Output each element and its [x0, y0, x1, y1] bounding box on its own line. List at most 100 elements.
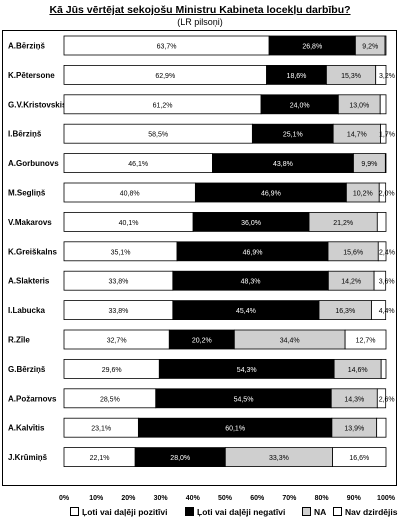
category-label: A.Gorbunovs	[8, 159, 59, 168]
legend-item-positive: Ļoti vai daļēji pozitīvi	[70, 507, 168, 517]
data-label: 13,0%	[349, 102, 369, 109]
category-label: I.Bērziņš	[8, 130, 42, 139]
data-label: 2,0%	[379, 191, 395, 198]
legend-label-not-heard: Nav dzirdējis	[345, 507, 398, 517]
chart-frame	[2, 30, 397, 486]
data-label: 3,2%	[379, 73, 395, 80]
bar-segment-s3	[332, 447, 387, 468]
data-label: 10,2%	[353, 191, 373, 198]
data-label: 33,3%	[269, 455, 289, 462]
data-label: 12,7%	[356, 338, 376, 345]
data-label: 46,1%	[128, 161, 148, 168]
legend-label-positive: Ļoti vai daļēji pozitīvi	[82, 507, 168, 517]
x-tick-label: 100%	[377, 495, 396, 502]
legend-swatch-negative	[185, 507, 194, 516]
data-label: 16,6%	[349, 455, 369, 462]
chart-legend: Ļoti vai daļēji pozitīvi Ļoti vai daļēji…	[0, 506, 400, 519]
data-label: 16,3%	[335, 308, 355, 315]
bar-segment-s3	[375, 65, 387, 85]
x-tick-label: 50%	[218, 495, 233, 502]
data-label: 28,0%	[170, 455, 190, 462]
bar-segment-s3	[376, 417, 387, 438]
category-label: G.V.Kristovskis	[8, 100, 67, 109]
bar-segment-s3	[378, 182, 387, 203]
data-label: 9,9%	[361, 161, 377, 168]
legend-label-negative: Ļoti vai daļēji negatīvi	[197, 507, 286, 517]
legend-swatch-na	[302, 507, 311, 516]
data-label: 34,4%	[280, 338, 300, 345]
x-tick-label: 80%	[315, 495, 330, 502]
data-label: 36,0%	[241, 220, 261, 227]
data-label: 1,7%	[379, 132, 395, 139]
data-label: 23,1%	[91, 426, 111, 433]
data-label: 54,5%	[234, 396, 254, 403]
legend-swatch-positive	[70, 507, 79, 516]
x-tick-label: 0%	[59, 495, 70, 502]
data-label: 18,6%	[287, 73, 307, 80]
data-label: 40,8%	[120, 191, 140, 198]
data-label: 32,7%	[107, 338, 127, 345]
data-label: 4,4%	[379, 308, 395, 315]
data-label: 15,3%	[341, 73, 361, 80]
data-label: 63,7%	[157, 44, 177, 51]
legend-item-na: NA	[302, 507, 326, 517]
bar-segment-s3	[376, 388, 387, 409]
data-label: 33,8%	[108, 308, 128, 315]
x-tick-label: 70%	[282, 495, 297, 502]
data-label: 25,1%	[283, 132, 303, 139]
x-tick-label: 90%	[347, 495, 362, 502]
category-label: I.Labucka	[8, 306, 45, 315]
category-label: V.Makarovs	[8, 218, 52, 227]
x-tick-label: 10%	[89, 495, 104, 502]
category-label: K.Greiškalns	[8, 247, 57, 256]
bar-segment-s3	[377, 241, 387, 262]
data-label: 9,2%	[362, 44, 378, 51]
bar-segment-s3	[384, 153, 387, 174]
data-label: 22,1%	[90, 455, 110, 462]
category-label: J.Krūmiņš	[8, 453, 48, 462]
category-label: M.Segliņš	[8, 189, 46, 198]
x-tick-label: 20%	[121, 495, 136, 502]
bar-segment-s3	[380, 358, 387, 379]
data-label: 14,7%	[347, 132, 367, 139]
x-tick-label: 60%	[250, 495, 265, 502]
data-label: 45,4%	[236, 308, 256, 315]
data-label: 33,8%	[108, 279, 128, 286]
category-label: A.Požarnovs	[8, 394, 57, 403]
data-label: 3,6%	[379, 279, 395, 286]
data-label: 14,3%	[344, 396, 364, 403]
category-label: A.Kalvītis	[8, 424, 45, 433]
data-label: 2,4%	[379, 249, 395, 256]
category-label: R.Zīle	[8, 336, 30, 345]
bar-segment-s3	[384, 35, 387, 56]
bar-segment-s3	[344, 329, 387, 350]
x-tick-label: 30%	[154, 495, 169, 502]
data-label: 40,1%	[119, 220, 139, 227]
legend-swatch-not-heard	[333, 507, 342, 516]
legend-item-not-heard: Nav dzirdējis	[333, 507, 397, 517]
data-label: 48,3%	[241, 279, 261, 286]
data-label: 61,2%	[153, 102, 173, 109]
x-tick-label: 40%	[186, 495, 201, 502]
category-label: A.Slakteris	[8, 277, 50, 286]
data-label: 43,8%	[273, 161, 293, 168]
category-label: K.Pētersone	[8, 71, 55, 80]
data-label: 46,9%	[261, 191, 281, 198]
category-label: G.Bērziņš	[8, 365, 46, 374]
chart-title: Kā Jūs vērtējat sekojošu Ministru Kabine…	[49, 4, 351, 16]
data-label: 62,9%	[155, 73, 175, 80]
bar-segment-s3	[379, 94, 387, 115]
data-label: 54,3%	[237, 367, 257, 374]
data-label: 26,8%	[302, 44, 322, 51]
legend-item-negative: Ļoti vai daļēji negatīvi	[185, 507, 285, 517]
bar-segment-s3	[373, 270, 387, 291]
data-label: 46,9%	[243, 249, 263, 256]
data-label: 14,6%	[348, 367, 368, 374]
data-label: 28,5%	[100, 396, 120, 403]
legend-label-na: NA	[314, 507, 327, 517]
data-label: 35,1%	[111, 249, 131, 256]
bar-segment-s3	[376, 211, 387, 232]
data-label: 13,9%	[344, 426, 364, 433]
bar-segment-s3	[380, 123, 387, 144]
